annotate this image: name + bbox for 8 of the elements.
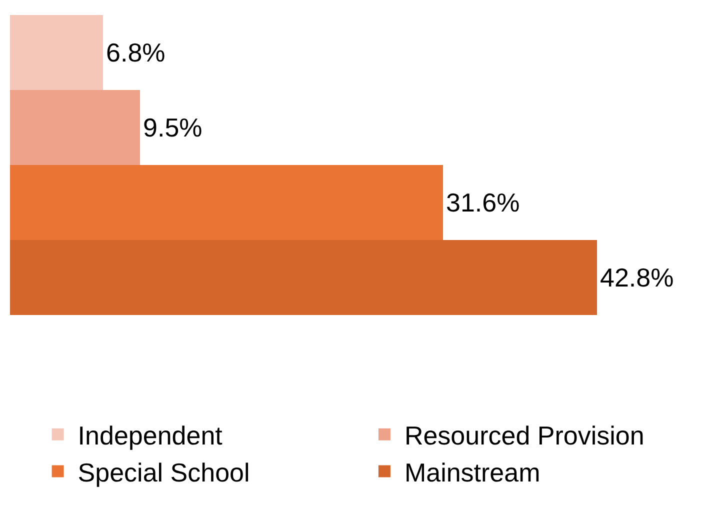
legend-label: Special School	[78, 457, 250, 488]
data-label: 31.6%	[446, 188, 520, 218]
legend-label: Mainstream	[404, 457, 540, 488]
data-label: 42.8%	[600, 262, 674, 292]
legend-label: Independent	[78, 420, 224, 451]
legend-label: Resourced Provision	[404, 420, 644, 451]
data-label: 6.8%	[106, 38, 166, 68]
data-label: 9.5%	[143, 112, 202, 142]
